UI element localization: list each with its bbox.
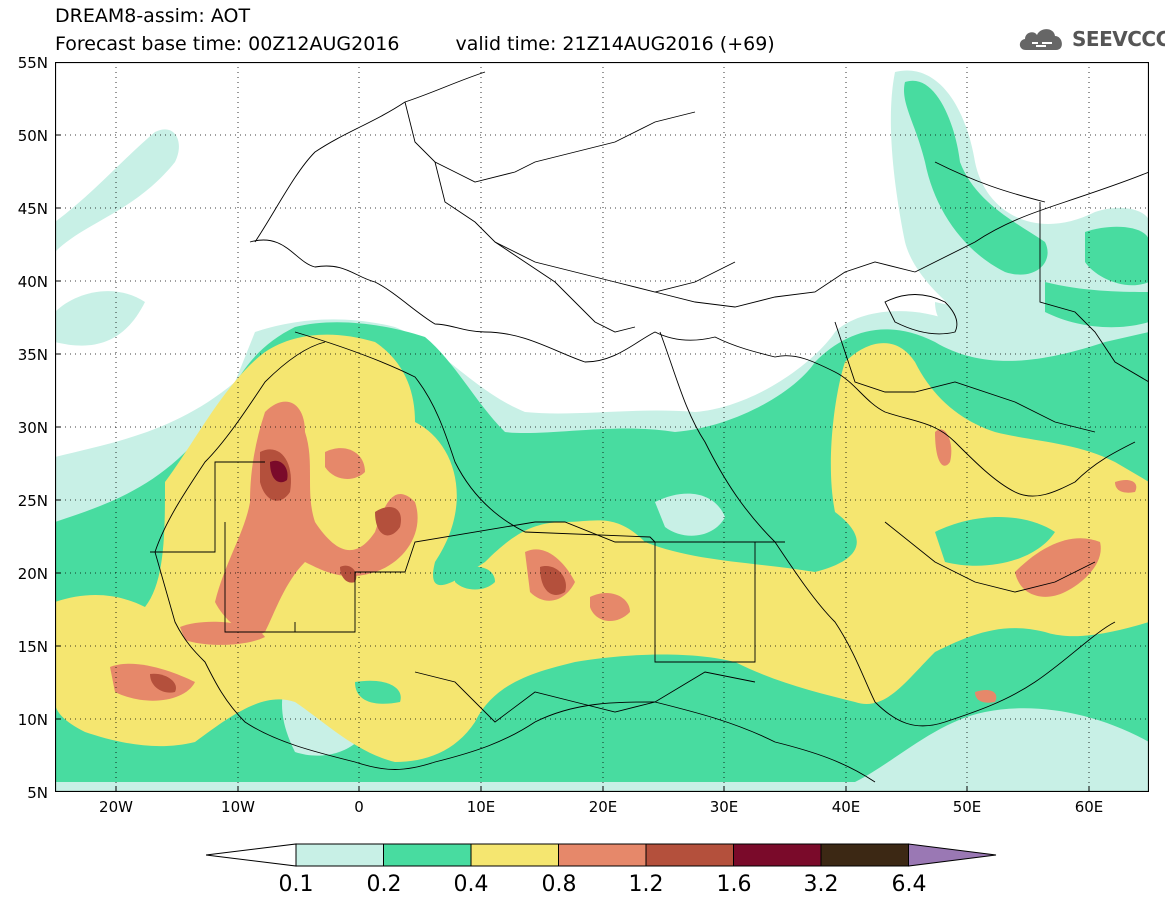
colorbar-label: 1.2 xyxy=(628,872,664,897)
seevccc-logo: SEEVCCC xyxy=(1016,22,1165,56)
aot-contour-maroon xyxy=(270,460,288,483)
lon-label: 0 xyxy=(354,798,364,816)
colorbar-high-arrow xyxy=(908,843,997,867)
colorbar-label: 0.1 xyxy=(278,872,314,897)
colorbar-label: 3.2 xyxy=(803,872,839,897)
colorbar-label: 0.2 xyxy=(366,872,402,897)
colorbar-label: 6.4 xyxy=(891,872,927,897)
colorbar-bin xyxy=(470,843,559,867)
colorbar-low-arrow xyxy=(206,843,297,867)
lon-label: 40E xyxy=(831,798,861,816)
lat-label: 55N xyxy=(17,54,48,72)
lat-label: 25N xyxy=(17,492,48,510)
colorbar-bin xyxy=(558,843,647,867)
gridlines xyxy=(55,62,1149,792)
lat-label: 5N xyxy=(27,784,48,802)
lon-label: 10W xyxy=(221,798,255,816)
time-line: Forecast base time: 00Z12AUG2016 valid ti… xyxy=(55,34,775,54)
map-title: DREAM8-assim: AOT xyxy=(55,5,251,27)
lon-label: 30E xyxy=(709,798,739,816)
colorbar-label: 0.4 xyxy=(453,872,489,897)
base-time: Forecast base time: 00Z12AUG2016 xyxy=(55,33,400,55)
lat-label: 45N xyxy=(17,200,48,218)
lon-label: 10E xyxy=(466,798,496,816)
lon-label: 60E xyxy=(1074,798,1104,816)
lat-label: 30N xyxy=(17,419,48,437)
colorbar-bin xyxy=(383,843,472,867)
lon-label: 20W xyxy=(99,798,133,816)
valid-time: valid time: 21Z14AUG2016 (+69) xyxy=(455,33,775,55)
lon-label: 20E xyxy=(588,798,618,816)
colorbar-label: 1.6 xyxy=(716,872,752,897)
colorbar-bin xyxy=(733,843,822,867)
colorbar-bin xyxy=(295,843,384,867)
lat-label: 40N xyxy=(17,273,48,291)
lat-label: 35N xyxy=(17,346,48,364)
colorbar-bin xyxy=(820,843,909,867)
lat-label: 20N xyxy=(17,565,48,583)
colorbar xyxy=(206,843,997,867)
lat-label: 15N xyxy=(17,638,48,656)
lat-label: 50N xyxy=(17,127,48,145)
lon-label: 50E xyxy=(952,798,982,816)
colorbar-bin xyxy=(645,843,734,867)
aot-contour-yellow xyxy=(55,334,1149,762)
cloud-icon xyxy=(1019,29,1062,50)
logo-text: SEEVCCC xyxy=(1072,27,1165,51)
colorbar-label: 0.8 xyxy=(541,872,577,897)
aot-map xyxy=(55,62,1149,792)
map-frame xyxy=(55,62,1149,792)
coastlines-borders xyxy=(150,71,1149,783)
aot-island-green xyxy=(355,517,1055,704)
lat-label: 10N xyxy=(17,711,48,729)
